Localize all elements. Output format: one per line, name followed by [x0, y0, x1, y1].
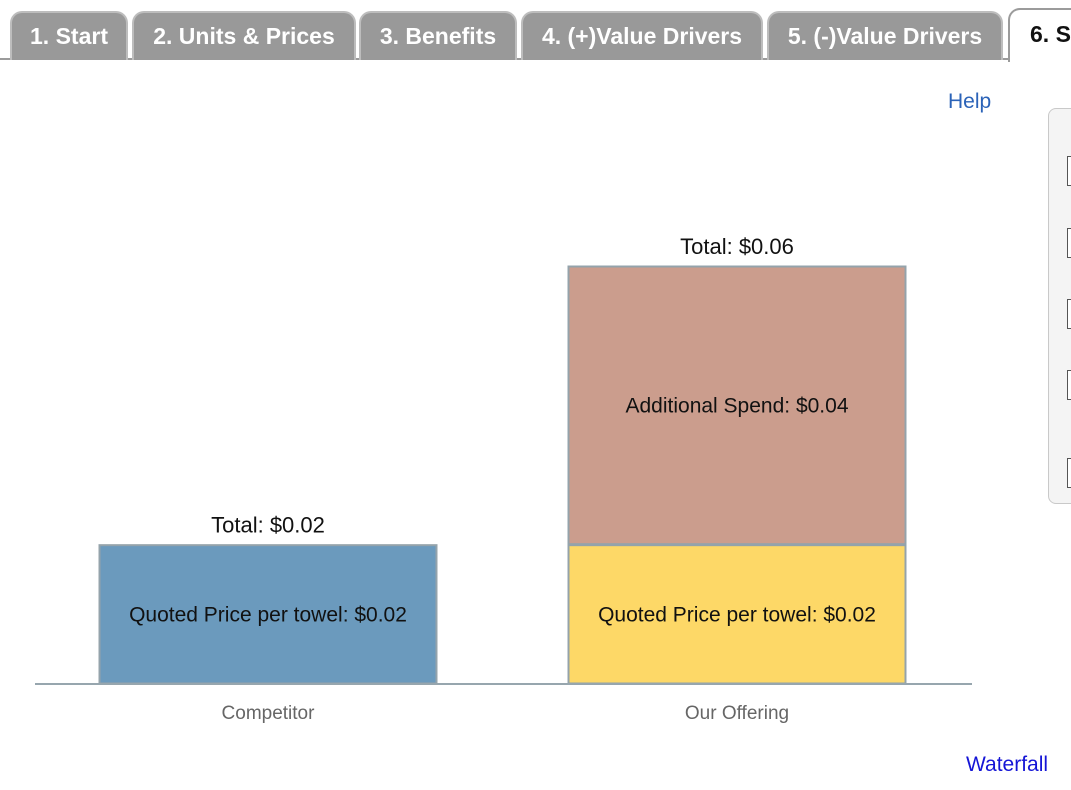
- bar-total-label: Total: $0.06: [680, 234, 794, 259]
- bar-total-label: Total: $0.02: [211, 513, 325, 538]
- side-panel-input[interactable]: [1067, 458, 1071, 488]
- additional-spend-segment-label: Additional Spend: $0.04: [625, 394, 848, 417]
- tab-benefits[interactable]: 3. Benefits: [359, 11, 517, 60]
- comparison-bar-chart: Quoted Price per towel: $0.02 Total: $0.0…: [35, 234, 972, 724]
- category-label: Our Offering: [685, 703, 789, 724]
- tab-summary[interactable]: 6. S: [1008, 8, 1071, 62]
- help-link[interactable]: Help: [948, 90, 992, 113]
- tab-negative-value-drivers[interactable]: 5. (-)Value Drivers: [767, 11, 1003, 60]
- category-label: Competitor: [222, 703, 316, 724]
- tab-units-prices[interactable]: 2. Units & Prices: [132, 11, 356, 60]
- tab-bar: 1. Start 2. Units & Prices 3. Benefits 4…: [0, 0, 1071, 62]
- side-panel-input[interactable]: [1067, 299, 1071, 329]
- waterfall-link[interactable]: Waterfall: [966, 753, 1049, 776]
- side-panel-input[interactable]: [1067, 370, 1071, 400]
- price-segment-bar: [567, 544, 907, 685]
- price-segment-label: Quoted Price per towel: $0.02: [598, 603, 876, 626]
- price-segment-bar: [98, 544, 438, 685]
- additional-spend-segment-bar: [567, 265, 907, 546]
- side-panel-input[interactable]: [1067, 156, 1071, 186]
- side-panel: [1048, 108, 1071, 504]
- tab-positive-value-drivers[interactable]: 4. (+)Value Drivers: [521, 11, 763, 60]
- tab-start[interactable]: 1. Start: [10, 11, 128, 60]
- price-segment-label: Quoted Price per towel: $0.02: [129, 603, 407, 626]
- side-panel-input[interactable]: [1067, 228, 1071, 258]
